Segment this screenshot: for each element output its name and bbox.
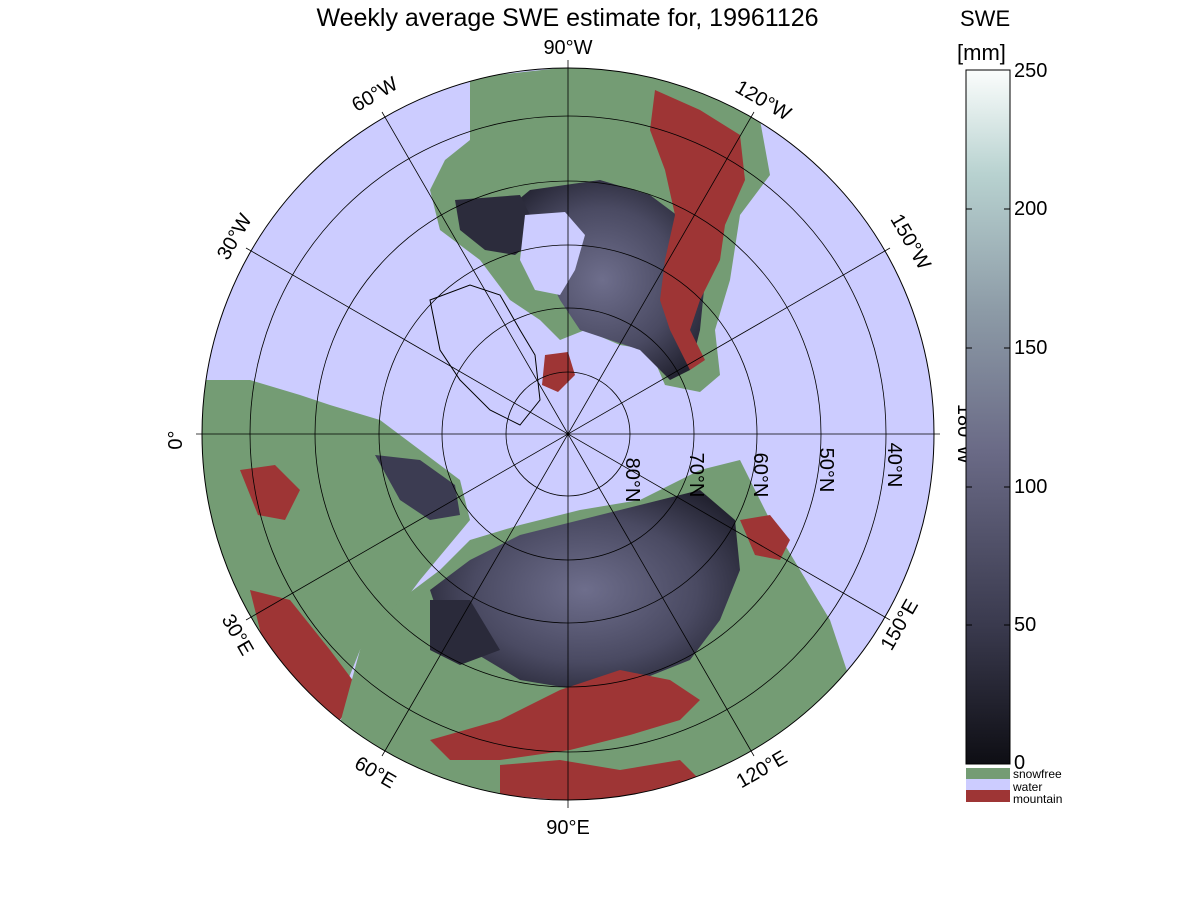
- lon-label-60w: 60°W: [348, 73, 402, 117]
- colorbar-gradient: [965, 69, 1011, 765]
- mountain-baffin: [542, 352, 575, 392]
- meridian-lines: [196, 60, 940, 808]
- mountain-africa: [250, 590, 360, 720]
- colorbar-tick-50: 50: [1014, 614, 1037, 636]
- colorbar-tick-200: 200: [1014, 198, 1048, 220]
- colorbar-title-units: [mm]: [957, 40, 1006, 65]
- colorbar-title-swe: SWE: [960, 6, 1011, 31]
- mountain-tibet: [500, 760, 700, 800]
- lon-label-60e: 60°E: [351, 752, 400, 793]
- lat-label-40n: 40°N: [883, 443, 905, 488]
- colorbar-tick-250: 250: [1014, 60, 1048, 82]
- water-hudson-bay: [520, 212, 585, 295]
- mountain-alps: [240, 465, 300, 520]
- colorbar-tick-100: 100: [1014, 476, 1048, 498]
- swe-canada-east: [455, 195, 540, 255]
- swe-siberia: [430, 490, 740, 690]
- swe-scandinavia: [375, 455, 460, 520]
- legend-swatch-water: [966, 779, 1010, 790]
- colorbar-tick-150: 150: [1014, 337, 1048, 359]
- lon-label-90e: 90°E: [546, 817, 590, 839]
- lat-label-50n: 50°N: [815, 448, 837, 493]
- legend-label-snowfree: snowfree: [1013, 767, 1062, 781]
- legend-label-mountain: mountain: [1013, 792, 1063, 806]
- colorbar-ticks: [966, 208, 1010, 626]
- legend-label-water: water: [1013, 780, 1043, 794]
- lat-label-80n: 80°N: [621, 458, 643, 503]
- swe-east-siberia: [430, 600, 500, 665]
- mountain-rockies: [650, 90, 745, 370]
- lon-label-150w: 150°W: [886, 210, 935, 273]
- lon-label-90w: 90°W: [543, 37, 592, 59]
- globe-border: [201, 67, 935, 801]
- legend-swatch-snowfree: [966, 768, 1010, 779]
- mountain-central-asia: [430, 670, 700, 760]
- lat-label-60n: 60°N: [749, 453, 771, 498]
- lat-label-70n: 70°N: [685, 453, 707, 498]
- lon-label-0: 0°: [165, 430, 187, 449]
- mountain-east-asia: [740, 515, 790, 560]
- map-title: Weekly average SWE estimate for, 1996112…: [316, 4, 819, 32]
- greenland-outline: [429, 284, 541, 426]
- colorbar-tick-0: 0: [1014, 752, 1026, 774]
- legend-swatch-mountain: [966, 790, 1010, 802]
